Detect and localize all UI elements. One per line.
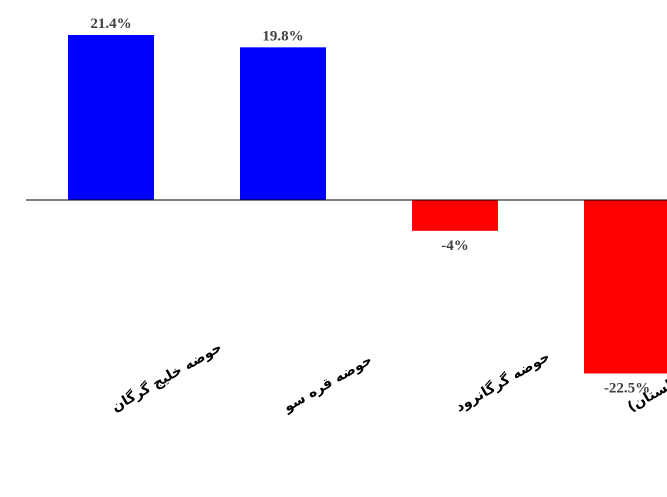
- category-label-1: حوضه خلیج گرگان: [109, 339, 225, 416]
- data-labels-layer: 21.4% 19.8% -4% -22.5%: [90, 16, 650, 396]
- data-label-4: -22.5%: [604, 380, 650, 396]
- bar-4: [584, 200, 667, 374]
- category-label-2: حوضه قره سو: [280, 352, 375, 416]
- data-label-2: 19.8%: [262, 28, 303, 44]
- bar-3: [412, 200, 498, 231]
- category-label-3: حوضه گرگانرود: [453, 348, 553, 416]
- bar-2: [240, 47, 326, 200]
- data-label-3: -4%: [441, 238, 469, 254]
- bar-1: [68, 35, 154, 200]
- data-label-1: 21.4%: [90, 16, 131, 32]
- bars-layer: [68, 35, 667, 374]
